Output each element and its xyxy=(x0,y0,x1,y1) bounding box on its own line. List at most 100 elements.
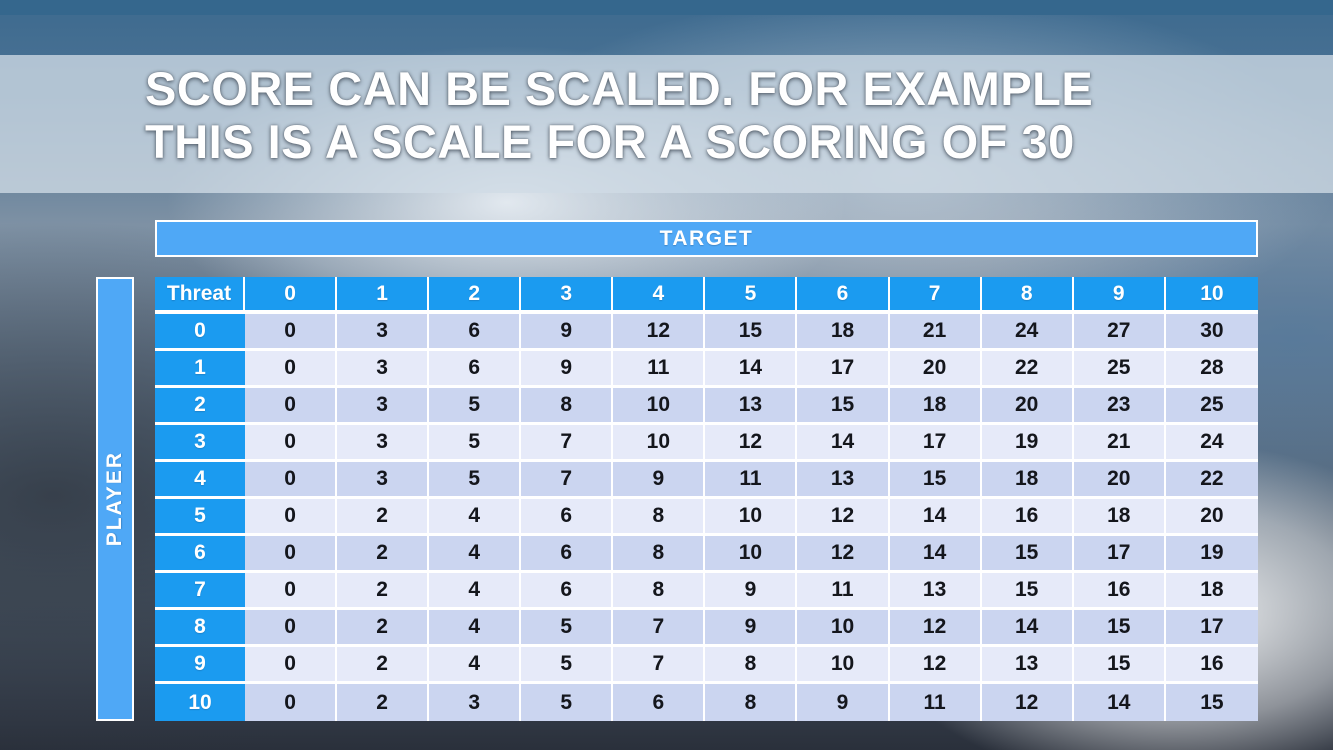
score-cell: 12 xyxy=(705,425,798,462)
col-header-cell: 9 xyxy=(1073,277,1166,314)
score-cell: 6 xyxy=(613,684,706,721)
score-cell: 4 xyxy=(429,536,522,573)
score-cell: 14 xyxy=(705,351,798,388)
score-cell: 9 xyxy=(521,351,614,388)
score-table-row: 10 0 2 3 5 6 8 9 11 12 14 15 xyxy=(155,684,1258,721)
score-cell: 12 xyxy=(889,610,982,647)
score-table-row: 6 0 2 4 6 8 10 12 14 15 17 19 xyxy=(155,536,1258,573)
score-cell: 20 xyxy=(889,351,982,388)
row-header-cell: 9 xyxy=(155,647,245,684)
score-table-row: 9 0 2 4 5 7 8 10 12 13 15 16 xyxy=(155,647,1258,684)
score-cell: 14 xyxy=(889,536,982,573)
row-header-cell: 5 xyxy=(155,499,245,536)
col-header-cell: 10 xyxy=(1165,277,1258,314)
row-header-cell: 6 xyxy=(155,536,245,573)
score-cell: 14 xyxy=(1073,684,1166,721)
score-cell: 25 xyxy=(1073,351,1166,388)
score-cell: 5 xyxy=(521,610,614,647)
score-cell: 3 xyxy=(337,351,430,388)
score-cell: 2 xyxy=(337,684,430,721)
score-cell: 6 xyxy=(521,573,614,610)
score-cell: 0 xyxy=(245,462,338,499)
score-cell: 17 xyxy=(1165,610,1258,647)
score-cell: 15 xyxy=(1073,647,1166,684)
target-axis-label: TARGET xyxy=(659,226,754,250)
score-cell: 24 xyxy=(1165,425,1258,462)
score-cell: 0 xyxy=(245,388,338,425)
score-table-row: 7 0 2 4 6 8 9 11 13 15 16 18 xyxy=(155,573,1258,610)
score-cell: 16 xyxy=(981,499,1074,536)
score-cell: 15 xyxy=(981,536,1074,573)
score-cell: 6 xyxy=(429,351,522,388)
score-cell: 17 xyxy=(797,351,890,388)
score-cell: 11 xyxy=(889,684,982,721)
score-cell: 10 xyxy=(705,499,798,536)
score-cell: 5 xyxy=(521,647,614,684)
score-cell: 22 xyxy=(1165,462,1258,499)
score-cell: 2 xyxy=(337,610,430,647)
score-cell: 12 xyxy=(889,647,982,684)
corner-header-cell: Threat xyxy=(155,277,245,314)
score-cell: 21 xyxy=(889,314,982,351)
score-table-row: 3 0 3 5 7 10 12 14 17 19 21 24 xyxy=(155,425,1258,462)
score-cell: 2 xyxy=(337,499,430,536)
score-cell: 2 xyxy=(337,573,430,610)
score-cell: 15 xyxy=(705,314,798,351)
score-cell: 28 xyxy=(1165,351,1258,388)
score-cell: 7 xyxy=(521,425,614,462)
score-cell: 0 xyxy=(245,351,338,388)
score-cell: 20 xyxy=(1073,462,1166,499)
score-cell: 9 xyxy=(705,610,798,647)
score-table: Threat 0 1 2 3 4 5 6 7 8 9 10 0 0 3 6 9 12 15 18 21 24 27 30 1 0… xyxy=(155,277,1258,721)
score-cell: 7 xyxy=(613,647,706,684)
score-cell: 17 xyxy=(889,425,982,462)
score-cell: 11 xyxy=(797,573,890,610)
score-cell: 10 xyxy=(705,536,798,573)
score-cell: 13 xyxy=(981,647,1074,684)
score-cell: 13 xyxy=(797,462,890,499)
score-cell: 8 xyxy=(705,684,798,721)
score-cell: 16 xyxy=(1073,573,1166,610)
score-cell: 13 xyxy=(705,388,798,425)
score-cell: 9 xyxy=(705,573,798,610)
score-cell: 8 xyxy=(705,647,798,684)
score-cell: 11 xyxy=(613,351,706,388)
score-cell: 10 xyxy=(613,388,706,425)
score-cell: 10 xyxy=(797,647,890,684)
score-cell: 7 xyxy=(613,610,706,647)
score-cell: 3 xyxy=(337,388,430,425)
score-cell: 15 xyxy=(797,388,890,425)
score-cell: 18 xyxy=(1073,499,1166,536)
score-cell: 15 xyxy=(1073,610,1166,647)
score-cell: 15 xyxy=(1165,684,1258,721)
score-cell: 9 xyxy=(613,462,706,499)
score-cell: 4 xyxy=(429,647,522,684)
score-cell: 5 xyxy=(429,462,522,499)
score-cell: 27 xyxy=(1073,314,1166,351)
score-table-row: 0 0 3 6 9 12 15 18 21 24 27 30 xyxy=(155,314,1258,351)
score-cell: 10 xyxy=(613,425,706,462)
score-cell: 14 xyxy=(797,425,890,462)
score-cell: 12 xyxy=(981,684,1074,721)
score-cell: 30 xyxy=(1165,314,1258,351)
score-cell: 0 xyxy=(245,647,338,684)
row-header-cell: 0 xyxy=(155,314,245,351)
target-axis-band: TARGET xyxy=(155,220,1258,257)
score-table-row: 4 0 3 5 7 9 11 13 15 18 20 22 xyxy=(155,462,1258,499)
score-cell: 19 xyxy=(1165,536,1258,573)
score-cell: 0 xyxy=(245,499,338,536)
score-cell: 9 xyxy=(521,314,614,351)
score-cell: 10 xyxy=(797,610,890,647)
col-header-cell: 5 xyxy=(705,277,798,314)
col-header-cell: 2 xyxy=(429,277,522,314)
score-cell: 20 xyxy=(1165,499,1258,536)
col-header-cell: 4 xyxy=(613,277,706,314)
score-cell: 5 xyxy=(429,388,522,425)
score-table-row: 2 0 3 5 8 10 13 15 18 20 23 25 xyxy=(155,388,1258,425)
score-cell: 21 xyxy=(1073,425,1166,462)
score-cell: 0 xyxy=(245,536,338,573)
score-table-body: 0 0 3 6 9 12 15 18 21 24 27 30 1 0 3 6 9 11 14 17 20 22 25 28 2 0… xyxy=(155,314,1258,721)
score-cell: 4 xyxy=(429,610,522,647)
score-cell: 7 xyxy=(521,462,614,499)
